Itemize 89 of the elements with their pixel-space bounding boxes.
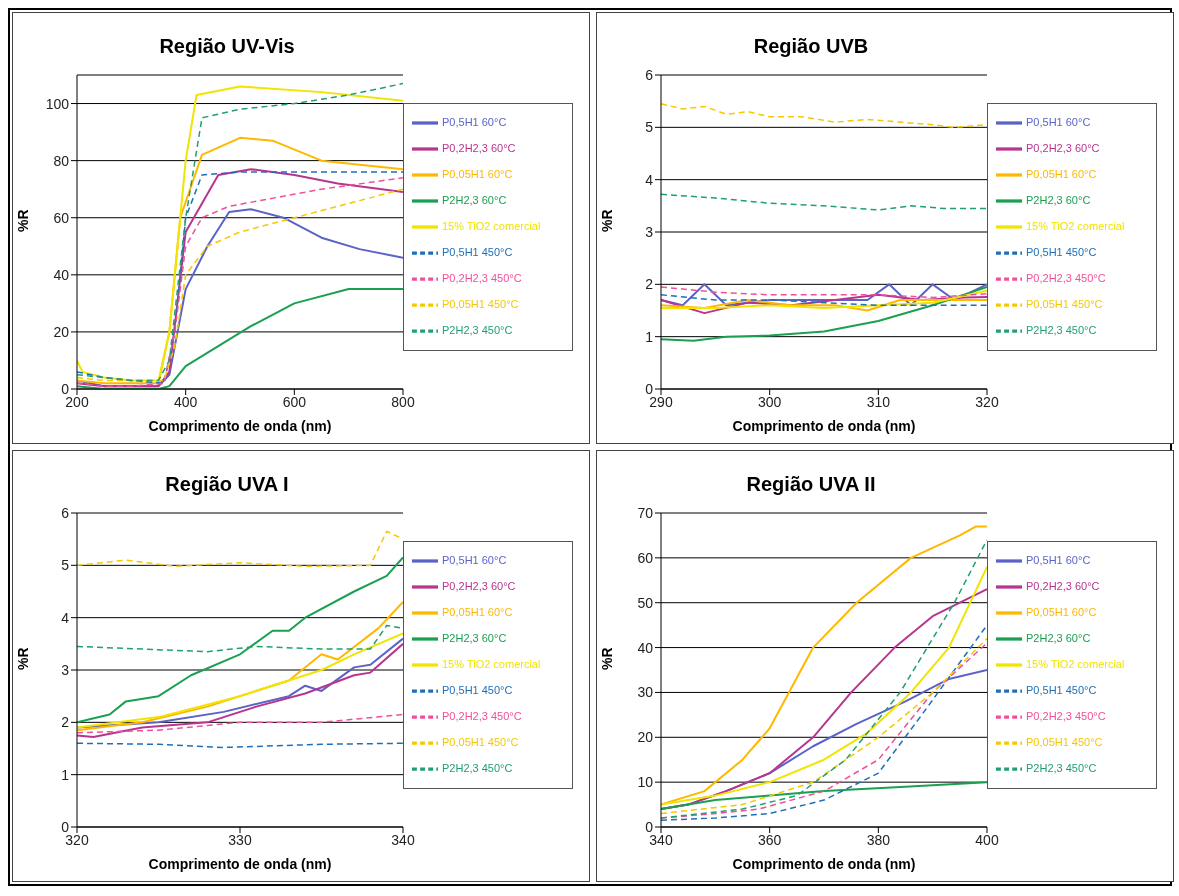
x-tick-label: 360 bbox=[757, 831, 782, 848]
y-tick-label: 10 bbox=[637, 774, 654, 791]
legend-label: P0,05H1 60°C bbox=[1026, 605, 1097, 618]
y-tick-label: 100 bbox=[45, 95, 70, 112]
y-tick-label: 1 bbox=[645, 328, 654, 345]
line-series bbox=[661, 289, 987, 309]
legend-label: P2H2,3 60°C bbox=[442, 193, 507, 206]
legend-label: P0,05H1 60°C bbox=[1026, 167, 1097, 180]
legend-label: P0,2H2,3 450°C bbox=[1026, 709, 1106, 722]
x-axis-title: Comprimento de onda (nm) bbox=[732, 418, 916, 434]
y-tick-label: 5 bbox=[61, 557, 70, 574]
line-series bbox=[661, 293, 987, 315]
legend-label: 15% TiO2 comercial bbox=[442, 657, 541, 670]
legend-label: P0,05H1 450°C bbox=[1026, 735, 1103, 748]
y-tick-label: 1 bbox=[61, 766, 70, 783]
legend-label: P2H2,3 60°C bbox=[1026, 631, 1091, 644]
legend-label: P2H2,3 450°C bbox=[1026, 323, 1097, 336]
y-tick-label: 40 bbox=[53, 266, 70, 283]
legend-label: P0,2H2,3 60°C bbox=[442, 579, 516, 592]
line-series bbox=[661, 299, 987, 312]
line-series bbox=[661, 193, 987, 211]
x-axis-title: Comprimento de onda (nm) bbox=[148, 418, 332, 434]
x-tick-label: 600 bbox=[282, 393, 307, 410]
x-tick-label: 340 bbox=[391, 831, 415, 848]
y-axis-title: %R bbox=[14, 209, 31, 232]
chart-title: Região UVB bbox=[752, 35, 870, 58]
legend-label: P0,5H1 450°C bbox=[442, 245, 513, 258]
y-tick-label: 60 bbox=[637, 549, 654, 566]
y-tick-label: 50 bbox=[637, 594, 654, 611]
x-tick-label: 300 bbox=[757, 393, 782, 410]
x-tick-label: 800 bbox=[391, 393, 415, 410]
x-tick-label: 380 bbox=[866, 831, 891, 848]
y-tick-label: 3 bbox=[61, 661, 70, 678]
legend-label: 15% TiO2 comercial bbox=[1026, 219, 1125, 232]
x-tick-label: 310 bbox=[866, 393, 891, 410]
legend-label: P0,05H1 450°C bbox=[442, 297, 519, 310]
legend-label: P2H2,3 60°C bbox=[1026, 193, 1091, 206]
y-tick-label: 6 bbox=[61, 504, 70, 521]
y-axis-title: %R bbox=[14, 647, 31, 670]
legend-label: P0,5H1 450°C bbox=[1026, 683, 1097, 696]
y-tick-label: 2 bbox=[645, 276, 654, 293]
chart-title: Região UV-Vis bbox=[158, 35, 296, 58]
legend-label: P2H2,3 450°C bbox=[1026, 761, 1097, 774]
legend-label: P0,5H1 450°C bbox=[442, 683, 513, 696]
legend-label: P0,5H1 450°C bbox=[1026, 245, 1097, 258]
x-tick-label: 330 bbox=[228, 831, 252, 848]
x-tick-label: 400 bbox=[173, 393, 198, 410]
legend-label: P0,2H2,3 60°C bbox=[1026, 141, 1100, 154]
x-tick-label: 320 bbox=[975, 393, 999, 410]
line-series bbox=[661, 294, 987, 307]
y-tick-label: 20 bbox=[637, 729, 654, 746]
y-tick-label: 3 bbox=[645, 223, 654, 240]
y-tick-label: 5 bbox=[645, 119, 654, 136]
chart-title: Região UVA II bbox=[745, 473, 877, 496]
legend-label: P0,2H2,3 60°C bbox=[442, 141, 516, 154]
line-series bbox=[77, 624, 403, 653]
legend-label: P0,5H1 60°C bbox=[442, 115, 507, 128]
legend-label: 15% TiO2 comercial bbox=[1026, 657, 1125, 670]
legend-label: P0,5H1 60°C bbox=[1026, 553, 1091, 566]
x-axis-title: Comprimento de onda (nm) bbox=[148, 856, 332, 872]
y-tick-label: 30 bbox=[637, 684, 654, 701]
y-tick-label: 80 bbox=[53, 152, 70, 169]
legend-label: P0,05H1 450°C bbox=[442, 735, 519, 748]
y-axis-title: %R bbox=[598, 209, 615, 232]
legend-label: P0,2H2,3 450°C bbox=[442, 271, 522, 284]
y-tick-label: 70 bbox=[637, 504, 654, 521]
x-axis-title: Comprimento de onda (nm) bbox=[732, 856, 916, 872]
y-tick-label: 20 bbox=[53, 323, 70, 340]
legend-label: P2H2,3 450°C bbox=[442, 761, 513, 774]
x-tick-label: 400 bbox=[975, 831, 999, 848]
y-axis-title: %R bbox=[598, 647, 615, 670]
legend-label: P2H2,3 60°C bbox=[442, 631, 507, 644]
legend-label: P0,05H1 60°C bbox=[442, 605, 513, 618]
legend-label: P0,2H2,3 450°C bbox=[442, 709, 522, 722]
y-tick-label: 4 bbox=[61, 609, 70, 626]
y-tick-label: 60 bbox=[53, 209, 70, 226]
chart-title: Região UVA I bbox=[164, 473, 290, 496]
y-tick-label: 2 bbox=[61, 714, 70, 731]
legend-label: P0,2H2,3 60°C bbox=[1026, 579, 1100, 592]
legend-label: P0,2H2,3 450°C bbox=[1026, 271, 1106, 284]
legend-label: P0,05H1 450°C bbox=[1026, 297, 1103, 310]
legend-label: 15% TiO2 comercial bbox=[442, 219, 541, 232]
y-tick-label: 4 bbox=[645, 171, 654, 188]
legend-label: P0,05H1 60°C bbox=[442, 167, 513, 180]
legend-label: P0,5H1 60°C bbox=[442, 553, 507, 566]
y-tick-label: 40 bbox=[637, 639, 654, 656]
y-tick-label: 6 bbox=[645, 66, 654, 83]
legend-label: P0,5H1 60°C bbox=[1026, 115, 1091, 128]
legend-label: P2H2,3 450°C bbox=[442, 323, 513, 336]
